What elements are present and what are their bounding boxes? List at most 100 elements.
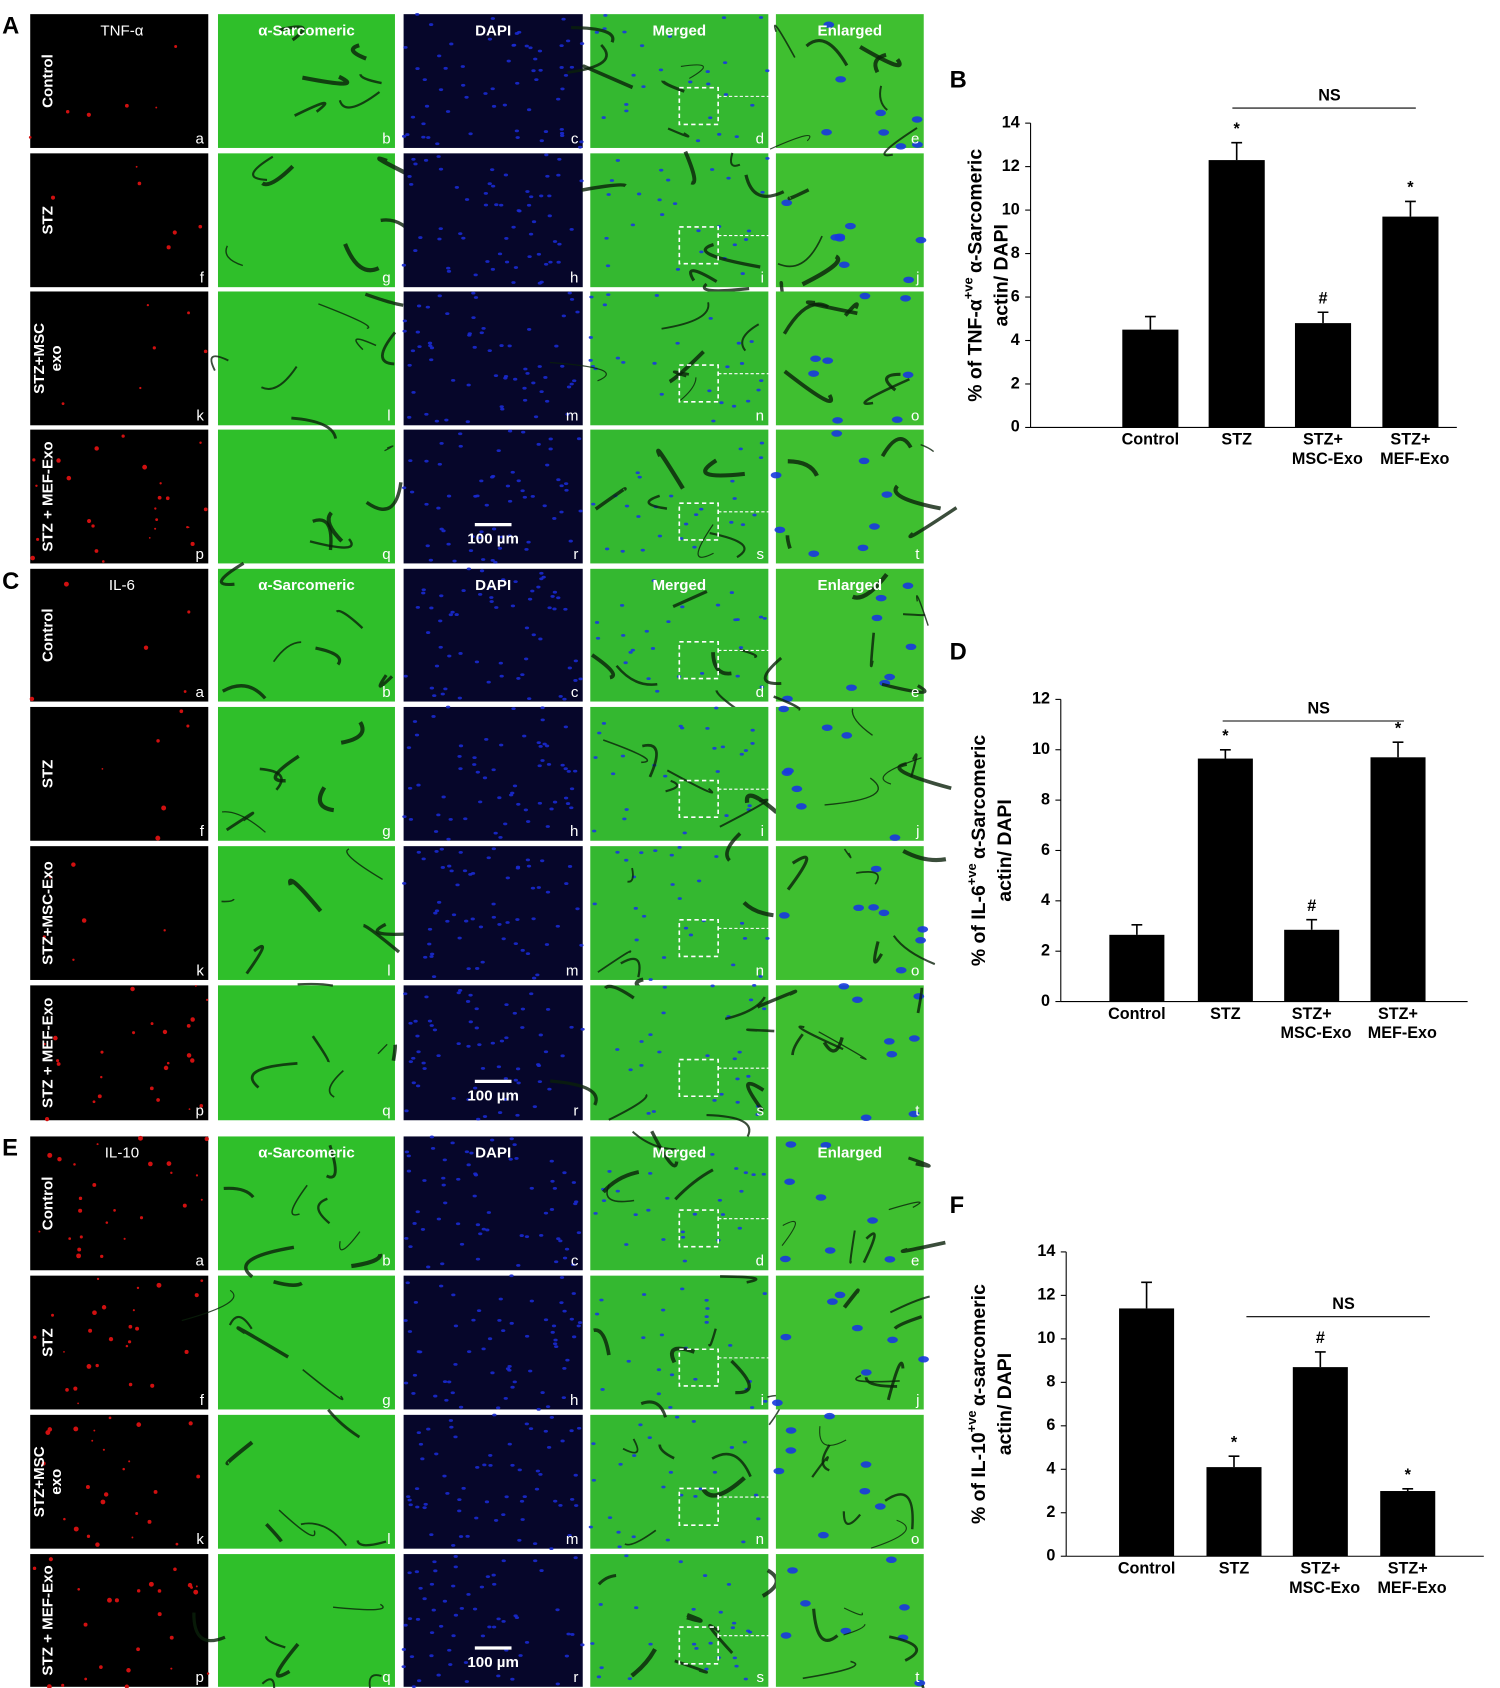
nucleus (908, 1110, 920, 1118)
fiber-gap (879, 85, 888, 111)
signal-dot (157, 495, 162, 500)
nucleus (427, 341, 433, 345)
nucleus (570, 1497, 575, 1501)
nucleus (402, 486, 407, 490)
signal-dot (148, 1161, 153, 1167)
nucleus (522, 734, 527, 738)
nucleus (479, 479, 484, 483)
signal-dot (91, 1439, 94, 1442)
signal-dot (125, 1344, 129, 1348)
image-bg (217, 429, 395, 564)
nucleus (648, 1171, 653, 1175)
nucleus (441, 529, 446, 533)
signal-dot (188, 1421, 193, 1426)
nucleus (869, 523, 880, 530)
nucleus (735, 1100, 740, 1104)
nucleus (429, 686, 435, 690)
nucleus (499, 743, 504, 747)
nucleus (450, 1141, 455, 1145)
nucleus (468, 993, 473, 997)
nucleus (409, 182, 414, 186)
nucleus (572, 379, 577, 383)
signal-dot (113, 1209, 116, 1212)
row-label: STZ + MEF-Exo (40, 998, 57, 1108)
nucleus (511, 43, 517, 47)
panel-letter: g (382, 270, 390, 287)
nucleus (513, 1614, 518, 1618)
signal-dot (36, 537, 40, 541)
nucleus (544, 399, 550, 403)
nucleus (522, 398, 528, 402)
nucleus (851, 1324, 863, 1332)
nucleus (624, 1243, 629, 1246)
column-header: Merged (652, 577, 706, 594)
signal-dot (166, 245, 171, 250)
signal-dot (138, 1135, 143, 1141)
nucleus (735, 618, 740, 621)
fiber-gap (332, 1603, 384, 1611)
nucleus (438, 88, 444, 92)
nucleus (437, 294, 442, 298)
image-bg (775, 985, 924, 1121)
nucleus (915, 236, 927, 244)
micrograph: h (403, 1274, 583, 1411)
nucleus (515, 865, 521, 869)
nucleus (461, 589, 466, 592)
nucleus (475, 770, 480, 774)
fiber-gap (343, 243, 380, 273)
nucleus (458, 652, 463, 655)
nucleus (696, 229, 701, 233)
signal-dot (186, 1023, 191, 1028)
nucleus (480, 1066, 486, 1070)
nucleus (526, 108, 532, 112)
image-bg (403, 429, 583, 564)
y-tick-label: 4 (1041, 891, 1050, 909)
nucleus (525, 190, 530, 193)
nucleus (593, 756, 598, 759)
fiber-gap (703, 458, 746, 478)
nucleus (472, 763, 477, 766)
nucleus (548, 447, 553, 451)
signal-dot (135, 165, 138, 168)
nucleus (429, 1654, 434, 1658)
fiber-gap (683, 150, 697, 185)
panel-label: F (950, 1193, 965, 1219)
nucleus (680, 605, 685, 609)
micrograph: bα-Sarcomeric (217, 561, 395, 702)
signal-dot (47, 1152, 53, 1158)
nucleus (536, 886, 541, 889)
nucleus (606, 293, 611, 297)
nucleus (661, 1011, 666, 1015)
nucleus (918, 1356, 929, 1363)
nucleus (781, 199, 793, 207)
nucleus (682, 1259, 688, 1263)
nucleus (524, 1235, 530, 1239)
nucleus (456, 1177, 461, 1181)
x-tick-label: STZ+ (1292, 1005, 1332, 1023)
signal-dot (100, 1075, 103, 1079)
nucleus (571, 1335, 577, 1339)
nucleus (599, 1298, 604, 1302)
nucleus (800, 1600, 811, 1607)
significance-mark: # (1316, 1329, 1325, 1347)
nucleus (503, 1077, 509, 1080)
fiber-gap (228, 1315, 253, 1330)
nucleus (440, 692, 445, 696)
nucleus (407, 1330, 413, 1333)
signal-dot (156, 1282, 162, 1288)
nucleus (874, 1503, 886, 1510)
nucleus (540, 718, 545, 722)
nucleus (519, 1234, 524, 1237)
nucleus (765, 69, 770, 73)
nucleus (444, 1398, 449, 1402)
nucleus (428, 344, 433, 348)
nucleus (499, 203, 504, 207)
nucleus (511, 707, 516, 711)
nucleus (653, 849, 658, 853)
nucleus (600, 1388, 605, 1391)
nucleus (415, 1084, 421, 1088)
nucleus (835, 76, 847, 83)
nucleus (453, 1362, 458, 1366)
nucleus (536, 442, 541, 446)
